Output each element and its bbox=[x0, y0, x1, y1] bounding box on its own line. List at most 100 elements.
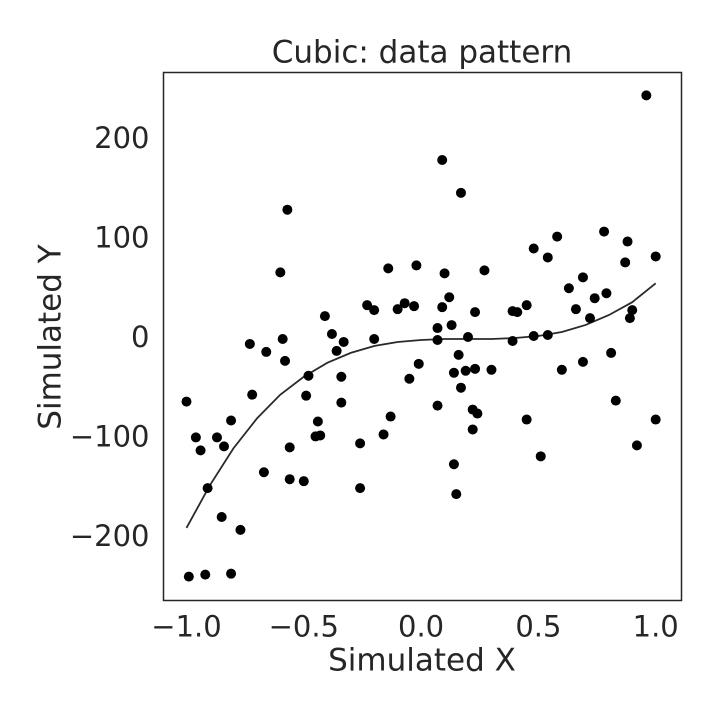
data-point bbox=[577, 356, 588, 367]
data-point bbox=[190, 432, 201, 443]
data-point bbox=[535, 451, 546, 462]
data-point bbox=[521, 414, 532, 425]
data-point bbox=[610, 395, 621, 406]
data-point bbox=[258, 467, 269, 478]
data-point bbox=[556, 364, 567, 375]
data-point bbox=[369, 305, 380, 316]
data-point bbox=[432, 323, 443, 334]
data-point bbox=[650, 414, 661, 425]
data-point bbox=[601, 288, 612, 299]
data-point bbox=[399, 298, 410, 309]
data-point bbox=[432, 400, 443, 411]
data-point bbox=[437, 155, 448, 166]
x-tick-label: 0.5 bbox=[515, 610, 561, 644]
data-point bbox=[336, 397, 347, 408]
data-point bbox=[624, 313, 635, 324]
data-point bbox=[627, 305, 638, 316]
chart-title: Cubic: data pattern bbox=[272, 35, 573, 71]
data-point bbox=[507, 335, 518, 346]
data-point bbox=[528, 243, 539, 254]
data-point bbox=[202, 483, 213, 494]
data-point bbox=[479, 265, 490, 276]
data-point bbox=[181, 396, 192, 407]
data-point bbox=[599, 226, 610, 237]
data-point bbox=[404, 373, 415, 384]
data-point bbox=[362, 300, 373, 311]
data-point bbox=[247, 389, 258, 400]
data-point bbox=[355, 483, 366, 494]
data-point bbox=[542, 252, 553, 263]
data-point bbox=[542, 330, 553, 341]
fit-curve bbox=[185, 282, 657, 529]
data-point bbox=[620, 257, 631, 268]
y-axis-label: Simulated Y bbox=[33, 244, 69, 430]
data-point bbox=[312, 416, 323, 427]
data-point bbox=[453, 349, 464, 360]
data-point bbox=[641, 90, 652, 101]
data-point bbox=[277, 333, 288, 344]
data-point bbox=[392, 304, 403, 315]
data-point bbox=[606, 347, 617, 358]
data-point bbox=[470, 307, 481, 318]
y-tick-label: 200 bbox=[94, 121, 149, 155]
data-point bbox=[563, 283, 574, 294]
data-point bbox=[226, 415, 237, 426]
data-point bbox=[650, 251, 661, 262]
data-point bbox=[275, 267, 286, 278]
data-point bbox=[472, 408, 483, 419]
data-point bbox=[303, 370, 314, 381]
data-point bbox=[216, 511, 227, 522]
data-point bbox=[261, 346, 272, 357]
data-point bbox=[446, 320, 457, 331]
data-point bbox=[448, 367, 459, 378]
data-point bbox=[219, 441, 230, 452]
data-point bbox=[183, 571, 194, 582]
y-tick-label: 0 bbox=[131, 320, 149, 354]
data-point bbox=[413, 358, 424, 369]
data-point bbox=[319, 311, 330, 322]
data-point bbox=[409, 301, 420, 312]
data-point bbox=[460, 365, 471, 376]
data-point bbox=[200, 569, 211, 580]
y-tick-label: −100 bbox=[70, 419, 150, 453]
data-point bbox=[301, 390, 312, 401]
data-point bbox=[244, 338, 255, 349]
data-point bbox=[437, 302, 448, 313]
data-point bbox=[383, 263, 394, 274]
data-point bbox=[284, 442, 295, 453]
data-point bbox=[326, 329, 337, 340]
data-point bbox=[439, 268, 450, 279]
x-tick-label: 0.0 bbox=[398, 610, 444, 644]
data-point bbox=[585, 313, 596, 324]
data-point bbox=[298, 476, 309, 487]
data-point bbox=[284, 474, 295, 485]
x-tick-label: 1.0 bbox=[633, 610, 679, 644]
data-point bbox=[512, 307, 523, 318]
y-tick-label: 100 bbox=[94, 221, 149, 255]
data-point bbox=[235, 524, 246, 535]
data-point bbox=[385, 411, 396, 422]
data-point bbox=[448, 459, 459, 470]
data-point bbox=[280, 355, 291, 366]
x-tick-label: −1.0 bbox=[151, 610, 221, 644]
data-point bbox=[589, 293, 600, 304]
data-point bbox=[444, 292, 455, 303]
data-point bbox=[369, 333, 380, 344]
data-point bbox=[432, 334, 443, 345]
data-point bbox=[463, 331, 474, 342]
y-tick-label: −200 bbox=[70, 519, 150, 553]
data-point bbox=[378, 429, 389, 440]
data-point bbox=[528, 331, 539, 342]
data-point bbox=[521, 300, 532, 311]
data-point bbox=[211, 432, 222, 443]
data-point bbox=[455, 382, 466, 393]
x-tick-label: −0.5 bbox=[269, 610, 339, 644]
data-point bbox=[577, 272, 588, 283]
data-point bbox=[338, 336, 349, 347]
plot-frame bbox=[162, 71, 683, 602]
data-point bbox=[336, 371, 347, 382]
data-point bbox=[282, 204, 293, 215]
data-point bbox=[455, 187, 466, 198]
data-point bbox=[470, 363, 481, 374]
